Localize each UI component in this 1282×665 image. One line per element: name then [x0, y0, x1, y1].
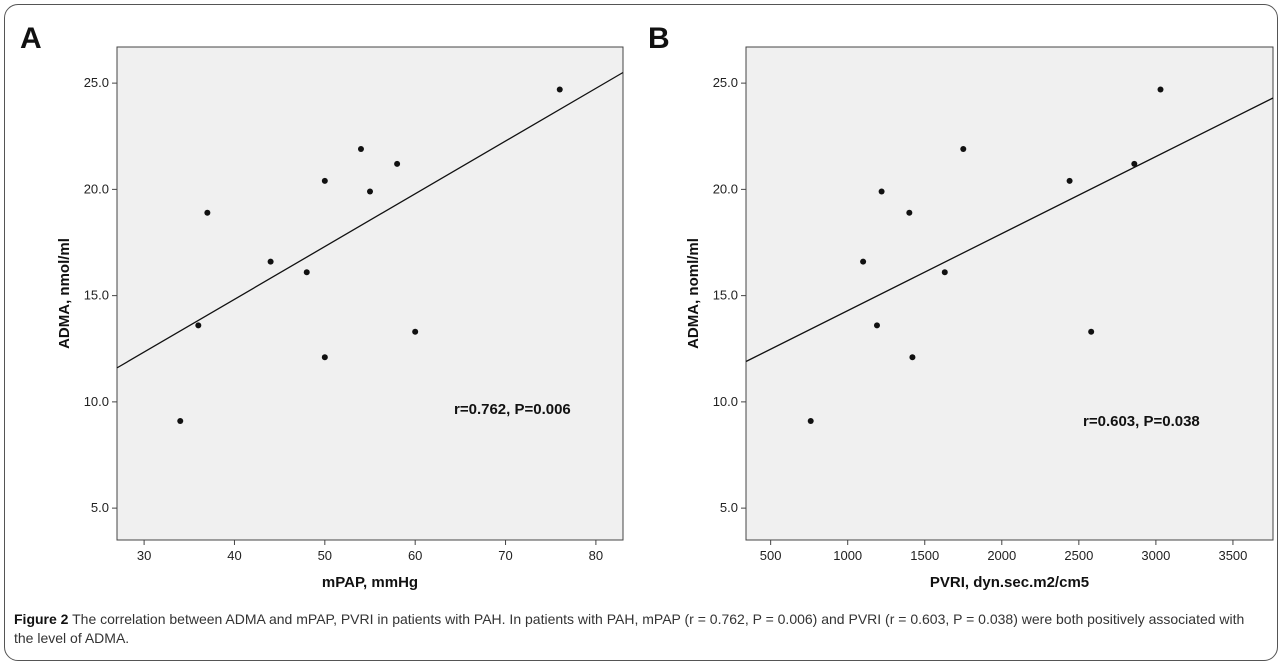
data-point-b [878, 188, 885, 195]
data-point-b [1088, 328, 1095, 335]
x-tick-label-b: 1000 [833, 548, 862, 563]
data-point-b [1157, 86, 1164, 93]
y-tick-label-a: 15.0 [84, 288, 109, 303]
data-point-a [267, 258, 274, 265]
data-point-a [412, 328, 419, 335]
data-point-a [321, 177, 328, 184]
data-point-b [1066, 177, 1073, 184]
panel-a-letter: A [20, 22, 42, 55]
y-tick-label-b: 20.0 [713, 181, 738, 196]
data-point-a [556, 86, 563, 93]
x-tick-label-b: 2000 [987, 548, 1016, 563]
x-tick-label-a: 40 [227, 548, 241, 563]
x-tick-label-a: 50 [318, 548, 332, 563]
y-axis-title-a: ADMA, nmol/ml [56, 238, 73, 349]
y-tick-label-b: 25.0 [713, 75, 738, 90]
data-point-b [909, 354, 916, 361]
x-tick-label-b: 500 [760, 548, 782, 563]
x-tick-label-a: 60 [408, 548, 422, 563]
data-point-a [394, 160, 401, 167]
data-point-a [195, 322, 202, 329]
data-point-b [906, 209, 913, 216]
x-tick-label-a: 80 [589, 548, 603, 563]
figure-caption: Figure 2 The correlation between ADMA an… [14, 610, 1254, 648]
plot-area-a [116, 46, 624, 541]
x-tick-label-b: 3500 [1218, 548, 1247, 563]
regression-line-b [745, 97, 1274, 363]
data-point-b [873, 322, 880, 329]
x-tick-label-a: 70 [498, 548, 512, 563]
y-tick-label-a: 20.0 [84, 181, 109, 196]
x-axis-title-a: mPAP, mmHg [322, 574, 418, 591]
data-point-a [321, 354, 328, 361]
regression-line-a [116, 71, 624, 369]
caption-text: The correlation between ADMA and mPAP, P… [14, 611, 1245, 646]
data-point-b [941, 269, 948, 276]
y-tick-label-a: 10.0 [84, 394, 109, 409]
x-axis-title-b: PVRI, dyn.sec.m2/cm5 [930, 574, 1089, 591]
data-point-b [960, 146, 967, 152]
data-point-a [357, 146, 364, 152]
caption-label: Figure 2 [14, 611, 69, 627]
x-tick-label-a: 30 [137, 548, 151, 563]
data-point-b [1131, 160, 1138, 167]
y-tick-label-b: 10.0 [713, 394, 738, 409]
x-tick-label-b: 1500 [910, 548, 939, 563]
panel-b-letter: B [648, 22, 670, 55]
data-point-b [807, 418, 814, 424]
data-point-a [367, 188, 373, 195]
data-point-a [177, 418, 184, 424]
plot-area-b [745, 46, 1274, 541]
y-tick-label-a: 25.0 [84, 75, 109, 90]
y-tick-label-b: 15.0 [713, 288, 738, 303]
data-point-a [204, 209, 211, 216]
correlation-annotation-b: r=0.603, P=0.038 [1083, 413, 1200, 430]
y-tick-label-a: 5.0 [91, 500, 109, 515]
x-tick-label-b: 3000 [1141, 548, 1170, 563]
charts-canvas: 30 40 50 60 70 80 5.0 10.0 15.0 20.0 25.0 r=0.762, … [56, 46, 1274, 591]
y-tick-label-b: 5.0 [720, 500, 738, 515]
y-axis-title-b: ADMA, noml/ml [685, 238, 702, 349]
data-point-b [860, 258, 867, 265]
correlation-annotation-a: r=0.762, P=0.006 [454, 401, 571, 418]
data-point-a [303, 269, 310, 276]
x-tick-label-b: 2500 [1064, 548, 1093, 563]
